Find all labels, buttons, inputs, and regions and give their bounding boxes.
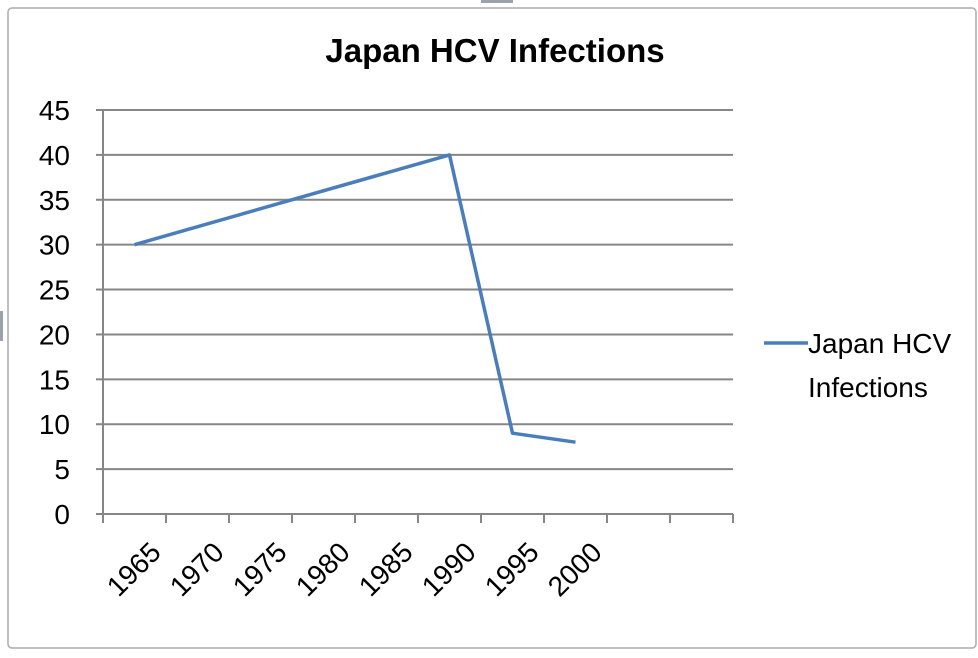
resize-handle-left[interactable]	[0, 311, 3, 341]
y-tick-label: 20	[39, 319, 70, 350]
y-tick-label: 40	[39, 140, 70, 171]
axes	[96, 109, 734, 523]
grid-lines	[103, 109, 733, 471]
chart-title: Japan HCV Infections	[325, 32, 664, 69]
y-tick-label: 10	[39, 409, 70, 440]
y-tick-label: 45	[39, 95, 70, 126]
y-tick-label: 30	[39, 230, 70, 261]
y-tick-labels: 0 5 10 15 20 25 30 35 40 45	[39, 95, 70, 530]
legend-label: Japan HCV Infections	[808, 328, 952, 403]
legend: Japan HCV Infections	[764, 328, 952, 403]
chart-border	[7, 7, 977, 649]
y-tick-label: 5	[54, 454, 70, 485]
y-tick-label: 0	[54, 499, 70, 530]
y-tick-label: 15	[39, 364, 70, 395]
series-line	[134, 153, 576, 444]
y-tick-label: 25	[39, 275, 70, 306]
series-lines	[134, 153, 576, 444]
resize-handle-top[interactable]	[481, 0, 513, 3]
y-tick-label: 35	[39, 185, 70, 216]
